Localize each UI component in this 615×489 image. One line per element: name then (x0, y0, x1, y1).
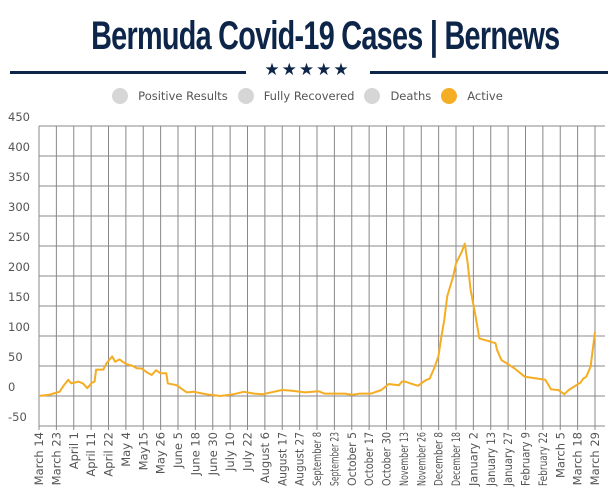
legend: Positive Results Fully Recovered Deaths … (0, 88, 615, 104)
y-tick-label: 400 (8, 140, 30, 154)
x-tick-label: August 6 (258, 432, 272, 483)
y-tick-label: 350 (8, 170, 30, 184)
legend-item-positive-results[interactable]: Positive Results (112, 88, 228, 104)
series-lines (38, 242, 596, 397)
title-divider-right (370, 71, 608, 74)
y-tick-label: 50 (8, 350, 23, 364)
x-axis: March 14 March 23 April 1 April 11 April 22 M… (32, 432, 602, 487)
legend-dot (237, 88, 254, 104)
chart-title: Bermuda Covid-19 Cases | Bernews (0, 12, 615, 60)
x-tick-label: April 22 (102, 432, 116, 477)
y-tick-label: 300 (8, 200, 30, 214)
x-tick-label: August 27 (293, 432, 307, 486)
stars-decoration: ★★★★★ (264, 60, 351, 80)
x-tick-label: November 26 (414, 432, 428, 486)
legend-label: Deaths (390, 89, 432, 103)
legend-item-active[interactable]: Active (441, 88, 503, 104)
x-tick-label: July 10 (223, 432, 237, 472)
x-tick-label: October 5 (345, 432, 359, 486)
x-tick-label: March 23 (49, 432, 63, 485)
x-tick-label: November 13 (397, 432, 411, 486)
legend-dot (441, 88, 458, 104)
x-tick-label: August 17 (275, 432, 289, 486)
x-tick-label: May 26 (154, 432, 168, 474)
y-tick-label: 200 (8, 260, 30, 274)
x-tick-label: September 8 (310, 432, 324, 486)
series-line-active (38, 242, 596, 397)
x-tick-label: March 18 (571, 432, 585, 485)
x-tick-label: January 13 (484, 432, 498, 487)
x-tick-label: June 5 (171, 432, 185, 469)
y-tick-label: 250 (8, 230, 30, 244)
x-tick-label: January 27 (501, 432, 515, 487)
x-tick-label: March 5 (553, 432, 567, 478)
y-tick-label: 0 (8, 380, 15, 394)
x-tick-label: October 30 (380, 432, 394, 486)
x-tick-label: February 22 (536, 432, 550, 486)
legend-dot (364, 88, 381, 104)
x-tick-label: March 14 (32, 432, 46, 485)
chart-title-text: Bermuda Covid-19 Cases | Bernews (91, 14, 560, 58)
x-tick-label: July 22 (241, 432, 255, 472)
x-tick-label: April 11 (84, 432, 98, 477)
legend-item-deaths[interactable]: Deaths (364, 88, 431, 104)
y-tick-label: -50 (8, 410, 27, 424)
title-divider-left (10, 71, 246, 74)
y-tick-label: 450 (8, 110, 30, 124)
x-tick-label: October 17 (362, 432, 376, 486)
y-tick-label: 100 (8, 320, 30, 334)
x-tick-label: December 18 (449, 432, 463, 486)
y-tick-label: 150 (8, 290, 30, 304)
x-tick-label: December 8 (432, 432, 446, 486)
x-tick-label: May 4 (119, 432, 133, 467)
x-tick-label: September 23 (327, 432, 341, 486)
x-tick-label: February 9 (519, 432, 533, 486)
x-tick-label: January 2 (466, 432, 480, 487)
grid (38, 125, 605, 430)
x-tick-label: June 30 (206, 432, 220, 476)
x-tick-label: May15 (136, 432, 150, 470)
y-axis: 450 400 350 300 250 200 150 100 50 0 -50 (8, 110, 30, 424)
legend-label: Active (467, 89, 503, 103)
x-tick-label: March 29 (588, 432, 602, 485)
legend-dot (112, 88, 129, 104)
legend-label: Positive Results (138, 89, 228, 103)
legend-item-fully-recovered[interactable]: Fully Recovered (237, 88, 355, 104)
x-tick-label: June 18 (188, 432, 202, 476)
legend-label: Fully Recovered (263, 89, 355, 103)
x-tick-label: April 1 (67, 432, 81, 469)
